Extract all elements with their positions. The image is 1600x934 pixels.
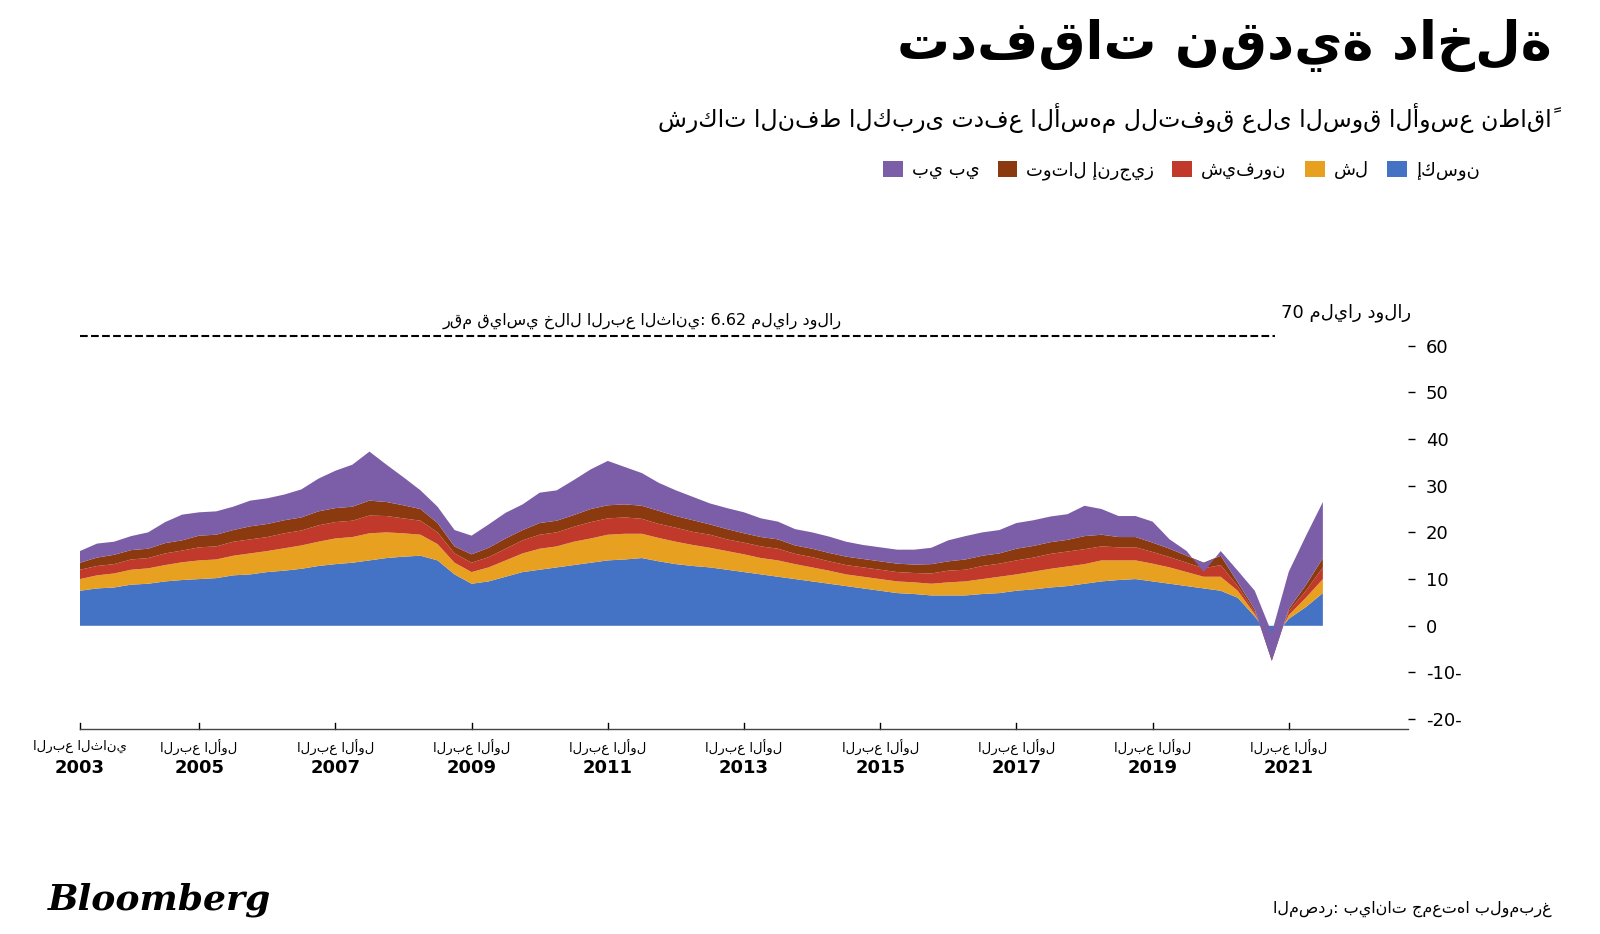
Text: 2005: 2005 (174, 758, 224, 777)
Text: 2015: 2015 (856, 758, 906, 777)
Text: شركات النفط الكبرى تدفع الأسهم للتفوق على السوق الأوسع نطاقاً: شركات النفط الكبرى تدفع الأسهم للتفوق عل… (658, 103, 1552, 133)
Text: الربع الأول: الربع الأول (1114, 740, 1192, 757)
Text: الربع الأول: الربع الأول (842, 740, 918, 757)
Text: 2019: 2019 (1128, 758, 1178, 777)
Text: الربع الأول: الربع الأول (434, 740, 510, 757)
Text: 70 مليار دولار: 70 مليار دولار (1282, 304, 1411, 322)
Text: الربع الثاني: الربع الثاني (34, 740, 126, 754)
Text: 2017: 2017 (992, 758, 1042, 777)
Text: الربع الأول: الربع الأول (1250, 740, 1328, 757)
Text: 2003: 2003 (54, 758, 106, 777)
Text: 2011: 2011 (582, 758, 632, 777)
Text: الربع الأول: الربع الأول (160, 740, 238, 757)
Text: 2007: 2007 (310, 758, 360, 777)
Text: الربع الأول: الربع الأول (978, 740, 1054, 757)
Text: 2021: 2021 (1264, 758, 1314, 777)
Text: تدفقات نقدية داخلة: تدفقات نقدية داخلة (898, 19, 1552, 72)
Text: الربع الأول: الربع الأول (296, 740, 374, 757)
Legend: بي بي, توتال إنرجيز, شيفرون, شل, إكسون: بي بي, توتال إنرجيز, شيفرون, شل, إكسون (875, 154, 1486, 187)
Text: 2013: 2013 (718, 758, 770, 777)
Text: 2009: 2009 (446, 758, 496, 777)
Text: رقم قياسي خلال الربع الثاني: 6.62 مليار دولار: رقم قياسي خلال الربع الثاني: 6.62 مليار … (442, 313, 842, 330)
Text: الربع الأول: الربع الأول (570, 740, 646, 757)
Text: المصدر: بيانات جمعتها بلومبرغ: المصدر: بيانات جمعتها بلومبرغ (1274, 901, 1552, 917)
Text: الربع الأول: الربع الأول (706, 740, 782, 757)
Text: Bloomberg: Bloomberg (48, 883, 272, 917)
